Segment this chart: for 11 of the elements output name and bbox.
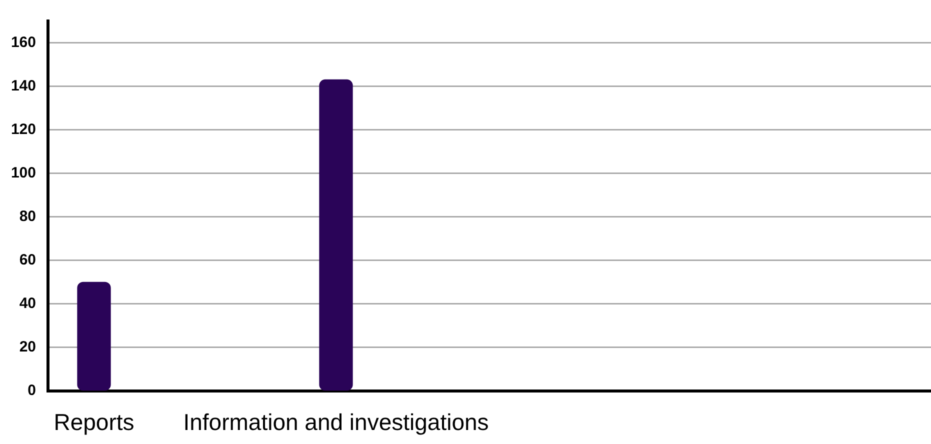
y-tick-label: 140 xyxy=(10,77,36,94)
y-tick-label: 120 xyxy=(10,120,36,138)
x-tick-label: Reports xyxy=(54,409,134,436)
y-tick-label: 20 xyxy=(19,338,36,356)
y-tick-label: 160 xyxy=(10,34,36,51)
y-tick-label: 40 xyxy=(19,295,36,312)
y-tick-label: 80 xyxy=(19,208,36,226)
y-tick-label: 100 xyxy=(10,164,36,182)
y-tick-label: 0 xyxy=(28,382,36,400)
x-tick-label: Information and investigations xyxy=(183,409,489,436)
y-tick-label: 60 xyxy=(19,252,36,269)
